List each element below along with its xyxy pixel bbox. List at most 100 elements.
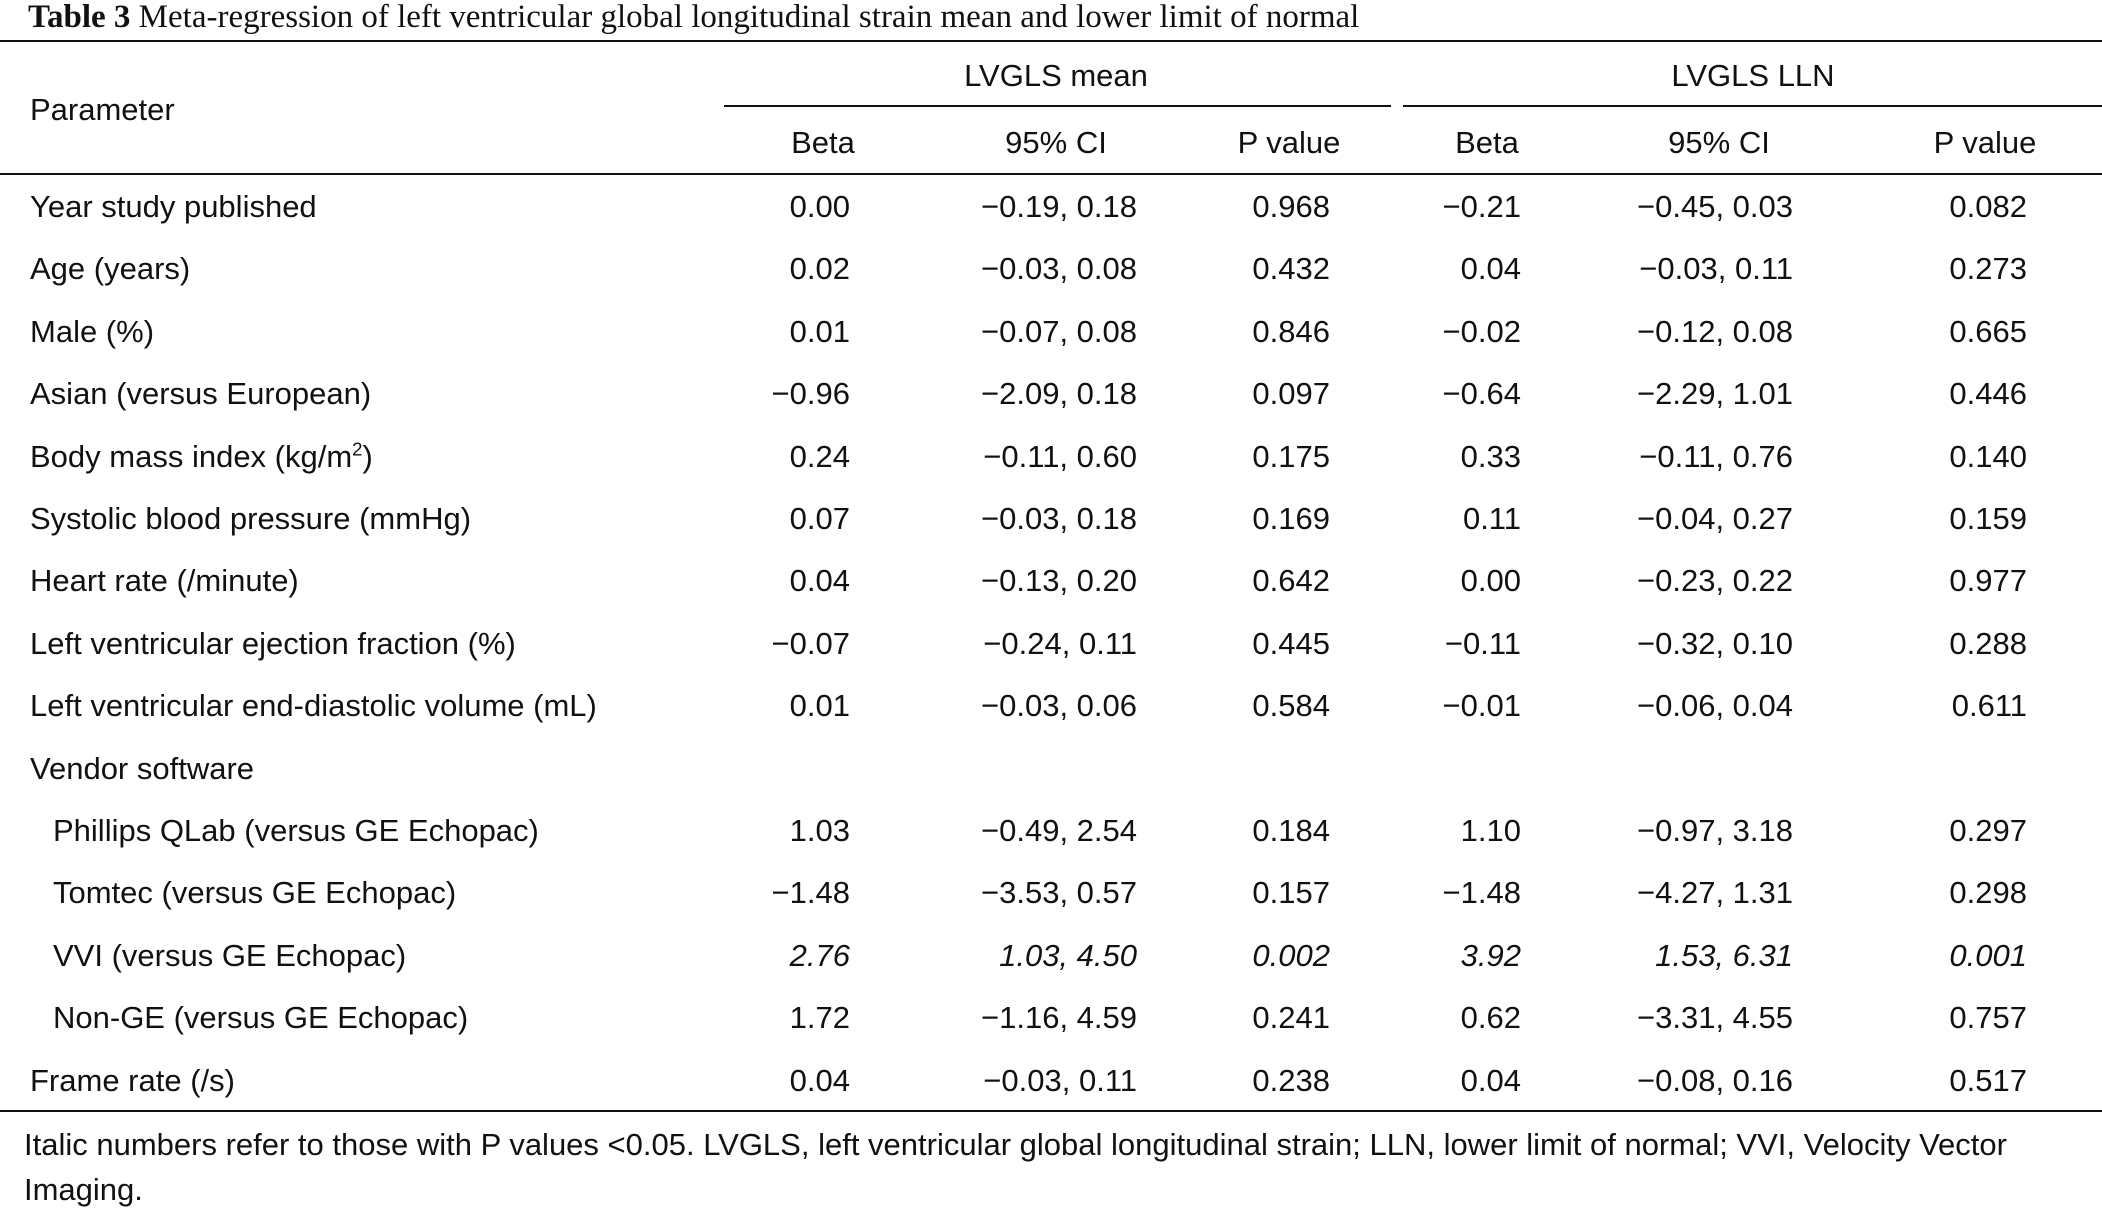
cell-l-ci: −0.97, 3.18 — [1637, 813, 1793, 848]
cell-m-p: 0.642 — [1252, 563, 1330, 598]
cell-l-ci: −0.06, 0.04 — [1637, 688, 1793, 723]
group-rule-lln — [1403, 105, 2102, 107]
group-rule-mean — [724, 105, 1391, 107]
row-label: Age (years) — [30, 251, 190, 287]
cell-m-beta: −0.07 — [771, 626, 850, 661]
cell-l-p: 0.288 — [1949, 626, 2027, 661]
cell-m-ci: −0.03, 0.06 — [981, 688, 1137, 723]
cell-m-ci: −0.07, 0.08 — [981, 314, 1137, 349]
cell-m-beta: 0.02 — [789, 251, 850, 286]
row-label-superscript: 2 — [352, 438, 363, 460]
cell-m-beta: 0.01 — [789, 688, 850, 723]
row-label-text: Systolic blood pressure (mmHg) — [30, 501, 472, 536]
cell-l-p: 0.298 — [1949, 875, 2027, 910]
header-rule — [0, 173, 2102, 175]
top-rule — [0, 40, 2102, 42]
cell-l-ci: 1.53, 6.31 — [1655, 938, 1793, 973]
cell-l-p: 0.140 — [1949, 439, 2027, 474]
header-mean-p: P value — [1237, 125, 1341, 160]
row-label-text: Vendor software — [30, 751, 255, 786]
row-label: Heart rate (/minute) — [30, 563, 299, 599]
cell-m-p: 0.169 — [1252, 501, 1330, 536]
cell-l-beta: −0.01 — [1442, 688, 1521, 723]
cell-m-ci: −2.09, 0.18 — [981, 376, 1137, 411]
cell-l-ci: −0.03, 0.11 — [1639, 251, 1793, 286]
row-label: Body mass index (kg/m2) — [30, 439, 373, 475]
row-label: Frame rate (/s) — [30, 1063, 235, 1099]
row-label: Systolic blood pressure (mmHg) — [30, 501, 471, 537]
cell-l-ci: −4.27, 1.31 — [1637, 875, 1793, 910]
table-caption: Table 3 Meta-regression of left ventricu… — [28, 0, 1359, 36]
cell-m-p: 0.184 — [1252, 813, 1330, 848]
cell-l-beta: 3.92 — [1460, 938, 1521, 973]
cell-m-p: 0.968 — [1252, 189, 1330, 224]
cell-m-beta: 0.07 — [789, 501, 850, 536]
row-label-text: Year study published — [30, 189, 317, 224]
cell-m-ci: −3.53, 0.57 — [981, 875, 1137, 910]
cell-l-p: 0.446 — [1949, 376, 2027, 411]
cell-l-ci: −0.12, 0.08 — [1637, 314, 1793, 349]
row-label: Year study published — [30, 189, 317, 225]
cell-m-p: 0.445 — [1252, 626, 1330, 661]
row-label: Male (%) — [30, 314, 154, 350]
row-label-text: Male (%) — [30, 314, 155, 349]
cell-m-p: 0.432 — [1252, 251, 1330, 286]
cell-l-p: 0.611 — [1951, 688, 2027, 723]
caption-text: Meta-regression of left ventricular glob… — [138, 0, 1360, 35]
cell-l-ci: −0.32, 0.10 — [1637, 626, 1793, 661]
header-lln-ci: 95% CI — [1668, 125, 1770, 160]
cell-l-beta: 0.04 — [1460, 251, 1521, 286]
row-label-text: Asian (versus European) — [30, 376, 372, 411]
cell-m-ci: −0.03, 0.08 — [981, 251, 1137, 286]
cell-m-beta: 2.76 — [789, 938, 850, 973]
cell-l-ci: −0.04, 0.27 — [1637, 501, 1793, 536]
row-label: VVI (versus GE Echopac) — [53, 938, 406, 974]
cell-l-beta: 0.04 — [1460, 1063, 1521, 1098]
row-label-text: Left ventricular end-diastolic volume (m… — [30, 688, 597, 723]
cell-l-p: 0.297 — [1949, 813, 2027, 848]
row-label: Non-GE (versus GE Echopac) — [53, 1000, 468, 1036]
cell-m-beta: −0.96 — [771, 376, 850, 411]
header-parameter: Parameter — [30, 92, 175, 127]
cell-m-beta: 1.72 — [789, 1000, 850, 1035]
row-label: Left ventricular end-diastolic volume (m… — [30, 688, 597, 724]
cell-m-p: 0.238 — [1252, 1063, 1330, 1098]
cell-l-beta: −0.21 — [1442, 189, 1521, 224]
row-label: Tomtec (versus GE Echopac) — [53, 875, 456, 911]
cell-l-p: 0.001 — [1949, 938, 2027, 973]
cell-l-p: 0.517 — [1949, 1063, 2027, 1098]
cell-m-ci: −0.49, 2.54 — [981, 813, 1137, 848]
row-label-text: Heart rate (/minute) — [30, 563, 299, 598]
cell-l-beta: −0.11 — [1444, 626, 1521, 661]
header-group-lln: LVGLS LLN — [1671, 58, 1835, 93]
cell-m-ci: −0.13, 0.20 — [981, 563, 1137, 598]
row-label-text: Left ventricular ejection fraction (%) — [30, 626, 516, 661]
cell-m-beta: 0.24 — [789, 439, 850, 474]
cell-m-p: 0.097 — [1252, 376, 1330, 411]
cell-m-p: 0.175 — [1252, 439, 1330, 474]
row-label-text: Frame rate (/s) — [30, 1063, 235, 1098]
header-lln-p: P value — [1933, 125, 2037, 160]
cell-m-beta: 0.04 — [789, 563, 850, 598]
cell-m-p: 0.002 — [1252, 938, 1330, 973]
cell-l-p: 0.159 — [1949, 501, 2027, 536]
row-label-tail: ) — [362, 439, 373, 474]
row-label-text: Tomtec (versus GE Echopac) — [53, 875, 457, 910]
cell-m-p: 0.241 — [1252, 1000, 1330, 1035]
cell-m-ci: −0.03, 0.11 — [983, 1063, 1137, 1098]
cell-l-beta: 0.00 — [1460, 563, 1521, 598]
table-footnote: Italic numbers refer to those with P val… — [24, 1127, 2007, 1207]
row-label: Vendor software — [30, 751, 254, 787]
cell-m-beta: 1.03 — [789, 813, 850, 848]
row-label-text: Body mass index (kg/m — [30, 439, 353, 474]
header-lln-beta: Beta — [1455, 125, 1519, 160]
cell-l-beta: −0.64 — [1442, 376, 1521, 411]
cell-l-beta: 0.11 — [1462, 501, 1521, 536]
row-label-text: VVI (versus GE Echopac) — [53, 938, 407, 973]
cell-l-beta: 1.10 — [1460, 813, 1521, 848]
cell-l-beta: −0.02 — [1442, 314, 1521, 349]
cell-m-beta: 0.01 — [789, 314, 850, 349]
header-group-mean: LVGLS mean — [964, 58, 1148, 93]
bottom-rule — [0, 1110, 2102, 1112]
cell-l-p: 0.082 — [1949, 189, 2027, 224]
